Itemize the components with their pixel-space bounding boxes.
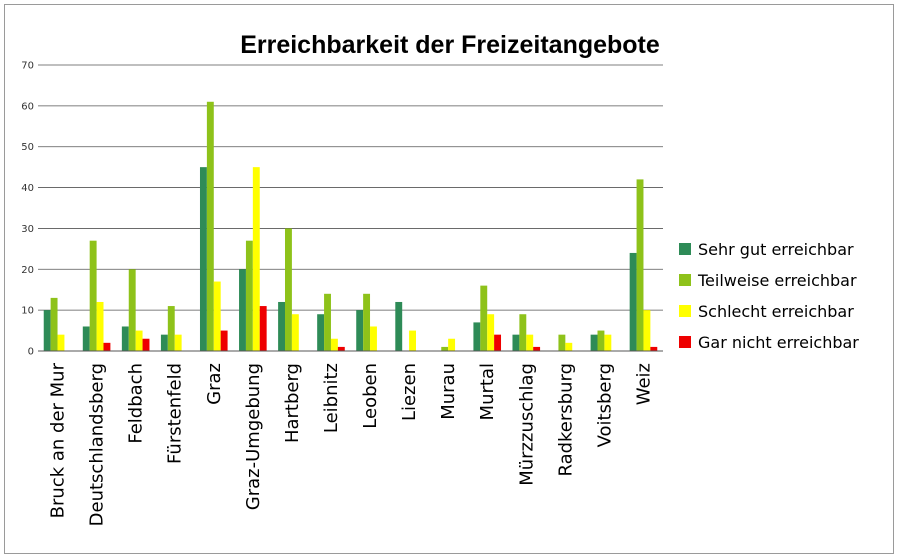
chart: Erreichbarkeit der Freizeitangebote 0 10 2… (21, 31, 859, 526)
x-tick-label: Leibnitz (321, 363, 342, 433)
bar (597, 330, 605, 351)
y-tick-label: 0 (28, 347, 34, 358)
bar (206, 101, 214, 352)
bar (526, 334, 534, 351)
x-tick-label: Feldbach (126, 363, 147, 444)
gridlines (38, 64, 663, 352)
bar (239, 269, 246, 351)
bar (285, 228, 292, 351)
bar (317, 314, 325, 351)
y-tick-label: 60 (21, 101, 34, 112)
y-tick-label: 10 (21, 306, 34, 317)
legend-swatch (679, 336, 691, 348)
bar (558, 334, 566, 351)
bar (480, 285, 488, 351)
x-tick-label: Fürstenfeld (165, 363, 186, 464)
bar (337, 346, 345, 351)
bar (487, 314, 495, 351)
legend-swatch (679, 305, 691, 317)
chart-title: Erreichbarkeit der Freizeitangebote (240, 31, 660, 59)
bar (629, 252, 637, 351)
bar (167, 306, 175, 351)
bar (213, 281, 221, 351)
legend-label: Sehr gut erreichbar (698, 240, 854, 259)
bars (43, 101, 658, 352)
x-tick-label: Bruck an der Mur (48, 362, 69, 518)
bar (604, 334, 612, 351)
legend-label: Teilweise erreichbar (697, 271, 857, 290)
bar (174, 334, 182, 351)
x-axis-ticks: Bruck an der Mur Deutschlandsberg Feldbach… (48, 362, 655, 526)
bar (278, 301, 286, 351)
legend-swatch (679, 274, 691, 286)
bar (370, 326, 377, 351)
y-tick-label: 70 (21, 61, 34, 72)
bar (82, 326, 90, 351)
legend-swatch (679, 243, 691, 255)
bar (220, 330, 228, 351)
x-tick-label: Radkersburg (555, 363, 576, 477)
x-tick-label: Weiz (633, 363, 654, 405)
bar (395, 301, 403, 351)
bar (519, 314, 527, 351)
legend-label: Gar nicht erreichbar (698, 333, 859, 352)
x-tick-label: Hartberg (282, 363, 303, 443)
x-tick-label: Voitsberg (594, 363, 615, 447)
bar (409, 330, 416, 351)
y-axis-ticks: 0 10 20 30 40 50 60 70 (21, 61, 34, 358)
y-tick-label: 50 (21, 142, 34, 153)
x-tick-label: Murau (438, 363, 459, 420)
bar (128, 269, 136, 351)
chart-frame: Erreichbarkeit der Freizeitangebote 0 10 2… (4, 4, 894, 554)
bar (121, 326, 129, 351)
bar (324, 293, 331, 351)
bar (643, 310, 651, 351)
bar (142, 338, 150, 351)
bar (512, 334, 520, 351)
x-tick-label: Mürzzuschlag (516, 363, 537, 486)
x-tick-label: Graz (204, 363, 225, 405)
bar (533, 346, 541, 351)
bar (259, 306, 267, 351)
bar (96, 301, 104, 351)
bar (441, 346, 449, 351)
x-tick-label: Deutschlandsberg (87, 363, 108, 526)
bar (636, 179, 644, 351)
bar (135, 330, 143, 351)
y-tick-label: 20 (21, 265, 34, 276)
bar (363, 293, 371, 351)
bar (473, 322, 481, 351)
x-tick-label: Murtal (477, 363, 498, 420)
x-tick-label: Graz-Umgebung (243, 363, 264, 510)
bar (356, 310, 364, 351)
x-tick-label: Liezen (399, 363, 420, 421)
y-tick-label: 30 (21, 224, 34, 235)
bar (494, 334, 502, 351)
bar (650, 346, 658, 351)
bar (330, 338, 338, 351)
legend-label: Schlecht erreichbar (698, 302, 854, 321)
legend: Sehr gut erreichbar Teilweise erreichbar S… (679, 240, 859, 352)
bar (448, 338, 456, 351)
bar (160, 334, 168, 351)
bar (57, 334, 65, 351)
x-tick-label: Leoben (360, 363, 381, 429)
bar (291, 314, 299, 351)
bar (43, 310, 51, 351)
bar (590, 334, 598, 351)
bar (245, 240, 253, 351)
bar (50, 297, 58, 351)
bar (103, 342, 111, 351)
y-tick-label: 40 (21, 183, 34, 194)
bar (252, 167, 260, 351)
bar (89, 240, 97, 351)
bar (565, 342, 573, 351)
bar (199, 167, 207, 351)
